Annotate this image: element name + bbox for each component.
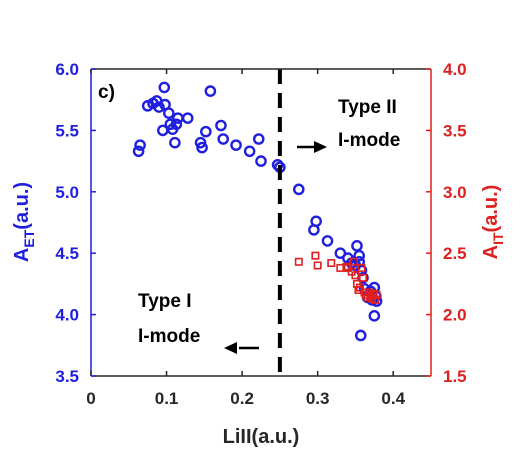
data-point-square [311,251,320,260]
data-point-circle [310,215,322,228]
data-point-square [327,259,336,268]
y-right-tick-label: 1.5 [443,367,467,386]
data-point-circle [292,183,305,196]
y-left-tick-label: 5.5 [55,121,79,140]
data-marks [132,81,383,342]
y-left-tick-label: 4.5 [55,244,79,263]
right-axis-title-suffix: (a.u.) [480,185,502,233]
x-tick-label: 0.1 [155,389,179,408]
data-point-circle [368,310,381,322]
data-point-circle [153,101,165,113]
data-point-circle [215,119,227,132]
axis-ticks: 0 0.1 0.2 0.3 0.4 3.5 4.0 4.5 5.0 5.5 6.0 1.5 2.0 2.5… [55,60,466,408]
right-arrow-icon [297,141,327,153]
data-point-circle [255,155,267,167]
y-left-tick-label: 5.0 [55,183,79,202]
data-point-circle [217,133,230,145]
x-tick-label: 0.4 [381,389,405,408]
left-axis-title-suffix: (a.u.) [11,182,33,230]
data-point-square [294,257,303,266]
y-left-tick-label: 3.5 [55,367,79,386]
x-tick-label: 0 [86,389,95,408]
data-point-square [355,283,364,292]
data-point-square [351,271,360,280]
annotation-type2-line2: I-mode [338,130,400,151]
y-right-tick-label: 3.0 [443,183,467,202]
data-point-circle [354,329,367,342]
data-point-circle [158,81,171,94]
data-point-circle [271,158,284,171]
data-point-circle [163,107,175,120]
data-point-circle [134,139,146,151]
data-point-circle [200,125,212,138]
data-point-square [342,262,351,271]
data-point-square [357,263,366,272]
data-point-square [358,273,367,282]
annotation-type1-line1: Type I [138,291,192,312]
data-point-circle [169,136,181,149]
data-point-circle [194,136,207,149]
x-tick-label: 0.3 [306,389,330,408]
data-point-circle [252,133,265,145]
left-arrow-icon [224,342,259,354]
plot-area [91,69,431,376]
left-axis-title-main: A [11,248,33,262]
y-left-tick-label: 4.0 [55,306,79,325]
y-right-tick-label: 4.0 [443,60,467,79]
data-point-circle [230,139,242,151]
data-point-circle [170,118,183,131]
right-axis-title-main: A [480,245,502,259]
y-right-tick-label: 2.5 [443,244,467,263]
y-left-tick-label: 6.0 [55,60,79,79]
data-point-circle [353,249,366,262]
data-point-square [349,257,358,266]
left-axis-title-sub: ET [21,229,37,247]
left-axis-title: AET(a.u.) [11,182,37,262]
data-point-circle [132,145,145,158]
y-right-tick-label: 3.5 [443,121,467,140]
data-point-circle [243,145,256,158]
data-point-square [371,295,380,304]
x-axis-title: LiII(a.u.) [223,426,300,448]
annotation-type1-line2: I-mode [138,326,200,347]
y-right-tick-label: 2.0 [443,306,467,325]
data-point-circle [321,235,334,247]
data-point-circle [196,141,208,154]
panel-label: c) [98,82,115,103]
right-axis-title: AIT(a.u.) [480,185,506,260]
data-point-circle [181,112,194,124]
data-point-square [313,261,322,270]
data-point-circle [204,85,217,97]
annotation-type2-line1: Type II [338,97,397,118]
right-axis-title-sub: IT [490,232,506,245]
x-tick-label: 0.2 [230,389,254,408]
data-point-square [372,290,381,299]
